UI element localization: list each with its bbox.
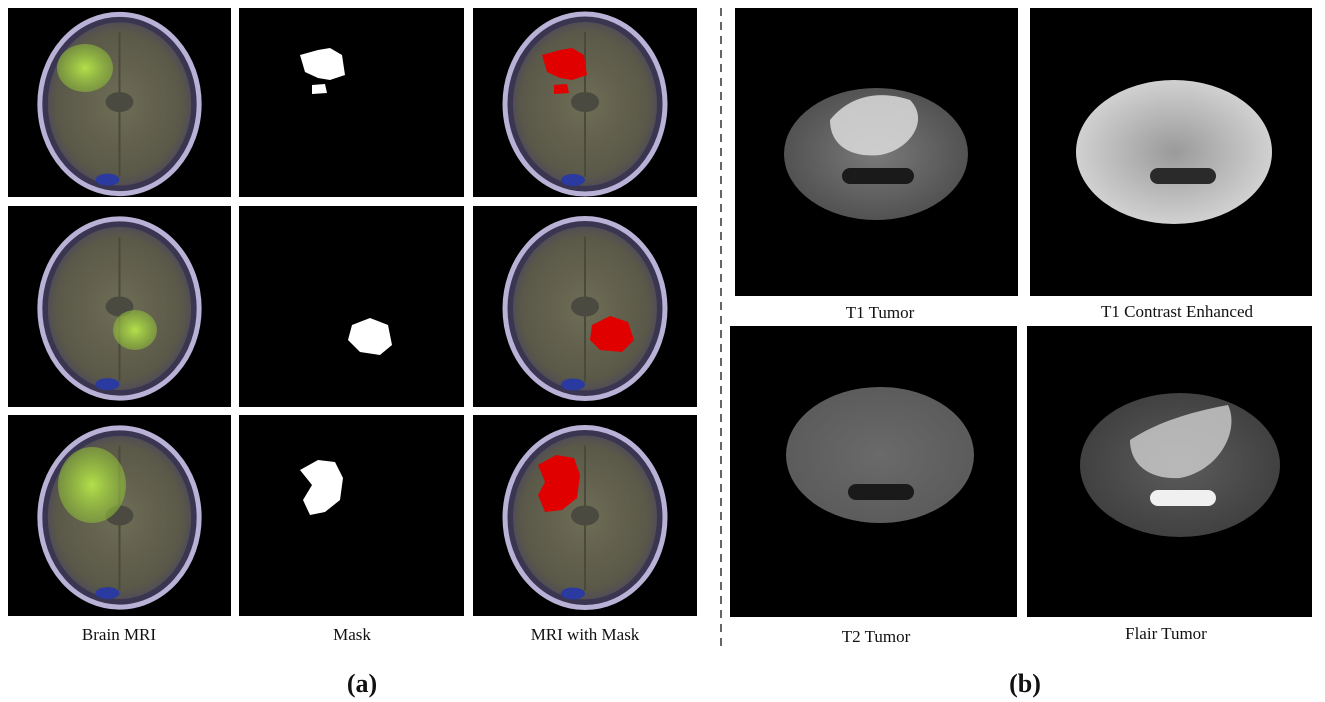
caption: Brain MRI xyxy=(82,625,156,644)
panel-b: T1 Tumor T1 Contrast Enhanced T2 Tumor F… xyxy=(730,8,1312,698)
brain-mri xyxy=(505,14,665,194)
caption: Mask xyxy=(333,625,371,644)
mask xyxy=(348,318,392,355)
panel-label: (b) xyxy=(1009,669,1041,698)
ventricle xyxy=(1150,168,1216,184)
mask-tile xyxy=(239,206,464,407)
ventricle xyxy=(842,168,914,184)
caption: MRI with Mask xyxy=(531,625,640,644)
brain xyxy=(786,387,974,523)
panel-label: (a) xyxy=(347,669,377,698)
brain-mri xyxy=(40,14,199,193)
brain xyxy=(1076,80,1272,224)
ventricle xyxy=(848,484,914,500)
brain-mri xyxy=(505,219,665,399)
mask-tile xyxy=(239,415,464,616)
mask-overlay xyxy=(590,316,634,352)
brain-mri xyxy=(40,219,199,398)
brain-mri xyxy=(505,428,665,608)
mask-overlay xyxy=(542,48,587,94)
tumor-region xyxy=(830,95,919,156)
mask-overlay xyxy=(538,455,580,512)
caption: T1 Tumor xyxy=(846,303,915,322)
brain-mri xyxy=(40,428,199,607)
tumor-region xyxy=(58,447,126,523)
tumor-region xyxy=(57,44,113,92)
caption: Flair Tumor xyxy=(1125,624,1207,643)
tumor-region xyxy=(1130,405,1232,479)
panel-a: Brain MRI Mask MRI with Mask (a) xyxy=(8,8,697,698)
caption: T2 Tumor xyxy=(842,627,911,646)
mask xyxy=(300,460,343,515)
ventricle xyxy=(1150,490,1216,506)
tumor-region xyxy=(113,310,157,350)
mask-tile xyxy=(239,8,464,197)
mask xyxy=(300,48,345,94)
caption: T1 Contrast Enhanced xyxy=(1101,302,1254,321)
